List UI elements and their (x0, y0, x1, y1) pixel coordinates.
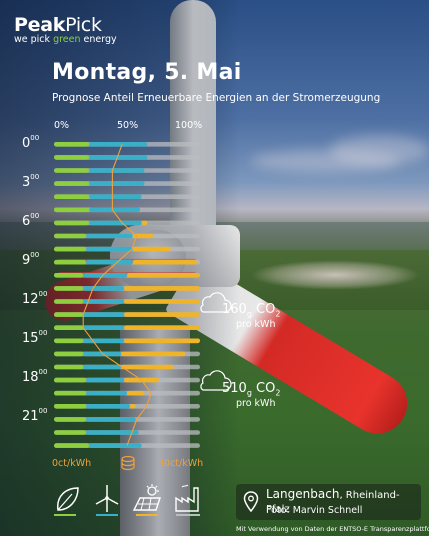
percent-tick: 100% (175, 120, 203, 131)
location-name: Langenbach, Rheinland-Pfalz (266, 487, 400, 515)
location-pin-icon (243, 491, 259, 513)
tagline-green: green (53, 34, 81, 45)
power-plant-icon (175, 484, 200, 516)
brand-tagline: we pick green energy (14, 34, 117, 45)
solar-panel-icon (132, 484, 161, 516)
hour-label: 900 (22, 251, 40, 268)
price-scale-max: 30ct/kWh (158, 458, 204, 469)
hour-label: 1500 (22, 329, 48, 346)
brand-name-bold: Peak (14, 14, 66, 36)
coin-stack-icon (121, 455, 135, 471)
hour-label: 000 (22, 134, 40, 151)
brand-name: PeakPick (14, 14, 117, 36)
hour-label: 600 (22, 212, 40, 229)
cloud (250, 150, 400, 172)
percent-tick: 50% (117, 120, 139, 131)
data-credit: Mit Verwendung von Daten der ENTSO-E Tra… (236, 525, 429, 533)
tagline-post: energy (80, 34, 117, 45)
page-title: Montag, 5. Mai (52, 60, 242, 85)
hour-label: 300 (22, 173, 40, 190)
page-subtitle: Prognose Anteil Erneuerbare Energien an … (52, 92, 381, 104)
hour-label: 2100 (22, 407, 48, 424)
co2-label: 510g CO2 pro kWh (222, 381, 281, 409)
co2-label: 160g CO2 pro kWh (222, 302, 281, 330)
brand-name-regular: Pick (65, 14, 102, 36)
cloud (330, 135, 429, 165)
location-box: Langenbach, Rheinland-Pfalz Foto: Marvin… (236, 484, 421, 520)
hour-label: 1800 (22, 368, 48, 385)
price-scale-min: 0ct/kWh (52, 458, 92, 469)
biomass-leaf-icon (54, 487, 79, 516)
brand-logo: PeakPick we pick green energy (14, 14, 117, 45)
percent-tick: 0% (54, 120, 70, 131)
hour-label: 1200 (22, 290, 48, 307)
tagline-pre: we pick (14, 34, 54, 45)
town (250, 260, 420, 290)
wind-turbine-icon (95, 485, 119, 516)
photo-credit: Foto: Marvin Schnell (266, 505, 363, 516)
